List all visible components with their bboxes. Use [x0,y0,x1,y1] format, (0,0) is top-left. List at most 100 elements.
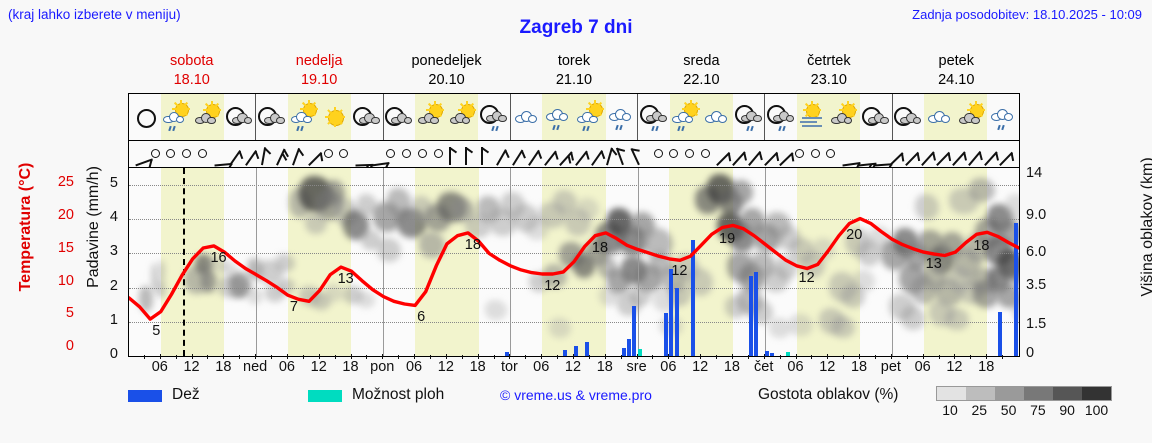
moon-cloud-icon [352,102,382,132]
shower-legend-label: Možnost ploh [352,386,445,403]
gridline-vertical [891,168,893,356]
gridline-horizontal [129,253,1019,255]
weather-slot-3-2 [574,94,606,140]
moon-cloud-icon [861,102,891,132]
cloud-density-blob [549,318,571,338]
x-axis-minor-tick [716,355,718,359]
cloud-rain-icon [988,102,1018,132]
legend: Dež Možnost ploh © vreme.us & vreme.pro … [128,386,1152,426]
moon-cloud-rain-icon [734,102,764,132]
temperature-label: 13 [925,256,942,273]
cloud-density-blob [305,212,327,234]
rain-bar [584,342,589,356]
cloud-density-blob [343,210,369,240]
cloud-icon [925,102,955,132]
weather-slot-1-1 [287,94,320,140]
cloud-density-blob [257,260,283,284]
x-axis-label: 18 [342,359,359,375]
gridline-vertical [510,168,512,356]
weather-slot-0-2 [192,94,224,140]
cloud-density-blob [789,238,815,264]
cloud-rain-icon [543,102,573,132]
rain-bar [632,306,637,356]
cloud-density-blob [853,270,875,292]
moon-cloud-icon [893,102,923,132]
menu-note: (kraj lahko izberete v meniju) [8,7,181,22]
gridline-horizontal [129,287,1019,289]
gridline-vertical [383,168,385,356]
x-axis-minor-tick [557,355,559,359]
cloud-density-blob [529,272,549,292]
day-date: 21.10 [555,72,593,88]
day-name: torek [557,53,591,69]
x-axis-labels: 06 12 18 ned 06 12 18 pon 06 12 18 tor 06 12 18 sre 06 12… [128,354,1020,379]
x-axis-minor-tick [175,355,177,359]
weather-slot-3-3 [606,94,638,140]
day-headers: sobota 18.10 nedelja 19.10 ponedeljek 20.10 to… [128,52,1020,92]
last-update-label: Zadnja posodobitev: 18.10.2025 - 10:09 [912,7,1142,22]
cloud-density-blob [829,272,857,302]
day-icons-0 [129,94,257,140]
shower-bar [785,351,790,356]
cloud-density-blob [139,286,153,312]
cloud-density-blob [513,204,539,232]
weather-slot-6-1 [924,94,956,140]
rain-legend-label: Dež [172,386,200,403]
x-axis-minor-tick [573,355,574,359]
x-axis-minor-tick [906,355,908,359]
cloud-density-blob [945,308,969,330]
cloud-density-blob [769,318,791,338]
sun-cloud-icon [416,101,446,132]
x-axis-minor-tick [668,355,670,359]
sun-cloud-icon [448,101,478,132]
gridline-horizontal [129,321,1019,323]
sun-fog-icon [798,101,828,132]
cloud-ramp-label: 10 [942,402,958,418]
weather-slot-4-0 [638,94,670,140]
cloud-density-blob [209,256,227,272]
cloud-density-blob [477,196,501,222]
gridline-vertical [256,168,258,356]
weather-slot-6-0 [893,94,925,140]
cloudheight-axis-title: Višina oblakov (km) [1139,157,1152,297]
cloud-density-blob [749,300,773,324]
x-axis-label: 06 [151,359,168,375]
rain-bar [626,338,631,356]
moon-cloud-rain-icon [639,102,669,132]
cloud-ramp-step-5 [1082,387,1111,400]
cloud-density-blob [451,198,475,222]
cloud-density-blob [935,278,963,306]
x-axis-minor-tick [938,355,940,359]
cloud-ramp-step-0 [937,387,966,400]
rain-bar [690,239,695,356]
weather-slot-2-0 [384,94,416,140]
page-title: Zagreb 7 dni [519,17,633,38]
x-axis-minor-tick [763,355,765,359]
cloud-density-blob [553,190,577,214]
temperature-label: 18 [464,236,481,253]
cloud-density-blob [765,212,791,238]
x-axis-minor-tick [350,355,352,359]
day-date: 20.10 [428,72,465,88]
day-header-6: petek 24.10 [893,52,1020,92]
cloud-density-blob [901,306,925,330]
temperature-tick: 10 [57,272,74,289]
cloud-density-blob [929,300,955,326]
wind-barb-row [128,141,1020,173]
day-header-1: nedelja 19.10 [255,52,382,92]
copyright-link[interactable]: © vreme.us & vreme.pro [500,387,652,403]
x-axis-minor-tick [239,355,241,359]
weather-slot-4-2 [701,94,733,140]
day-name: sreda [683,53,720,69]
cloud-density-blob [229,272,251,298]
weather-slot-3-0 [511,94,543,140]
cloudheight-tick: 3.5 [1026,276,1047,293]
temperature-tick: 25 [57,174,74,191]
rain-bar [574,345,578,356]
x-axis-minor-tick [302,355,304,359]
x-axis-minor-tick [843,355,845,359]
x-axis-label: 12 [819,359,836,375]
weather-slot-6-2 [955,94,988,140]
weather-slot-5-1 [796,94,829,140]
cloud-density-blob [969,178,995,202]
